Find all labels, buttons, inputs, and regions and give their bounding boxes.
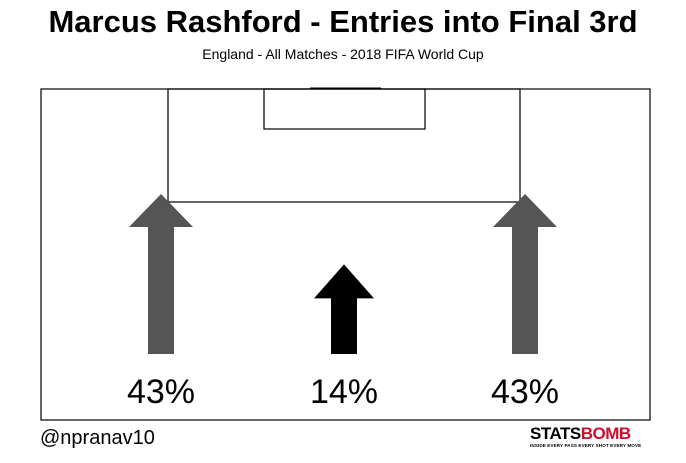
logo-wordmark: STATSBOMB bbox=[530, 424, 631, 443]
pitch-outline bbox=[40, 88, 651, 421]
statsbomb-logo: STATSBOMB INSIDE EVERY PASS EVERY SHOT E… bbox=[530, 425, 648, 455]
centre-percent-label: 14% bbox=[310, 373, 378, 411]
centre-entry-arrow bbox=[314, 264, 374, 354]
right-percent-label: 43% bbox=[491, 373, 559, 411]
chart-title: Marcus Rashford - Entries into Final 3rd bbox=[48, 4, 638, 39]
right-entry-arrow bbox=[493, 194, 557, 354]
penalty-area bbox=[167, 88, 521, 203]
chart-subtitle: England - All Matches - 2018 FIFA World … bbox=[202, 46, 484, 62]
six-yard-box bbox=[263, 88, 426, 130]
entry-arrows bbox=[129, 194, 557, 354]
logo-tagline: INSIDE EVERY PASS EVERY SHOT EVERY MOVE bbox=[530, 443, 642, 448]
left-entry-arrow bbox=[129, 194, 193, 354]
author-credit: @npranav10 bbox=[40, 427, 155, 449]
left-percent-label: 43% bbox=[127, 373, 195, 411]
percentage-labels: 43% 14% 43% bbox=[127, 373, 559, 411]
pitch-lines bbox=[40, 87, 651, 421]
